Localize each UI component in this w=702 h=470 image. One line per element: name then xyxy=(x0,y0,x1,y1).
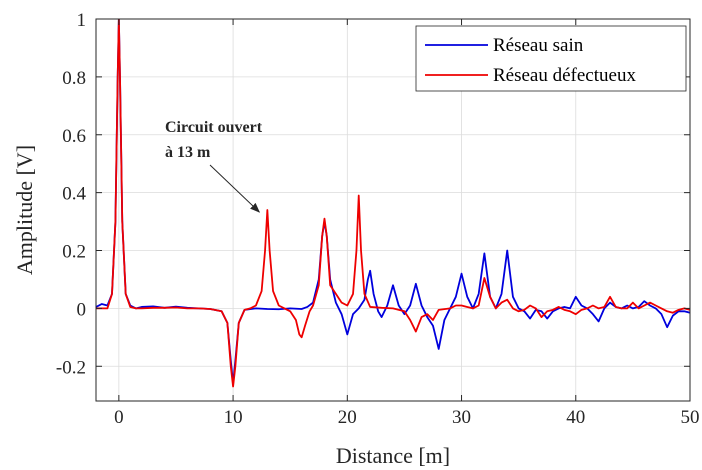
annotation-line-1: Circuit ouvert xyxy=(165,119,263,136)
axis-ticks: 0 10 20 30 40 50 -0.2 0 0.2 0.4 0.6 0.8 1 xyxy=(56,10,700,428)
annotation: Circuit ouvert à 13 m xyxy=(165,119,263,213)
annotation-arrow xyxy=(209,164,261,213)
plot-frame xyxy=(95,18,691,402)
x-axis-label: Distance [m] xyxy=(336,443,450,468)
y-axis-label: Amplitude [V] xyxy=(12,145,37,275)
x-tick-label: 30 xyxy=(452,407,471,428)
y-tick-label: 1 xyxy=(77,10,87,31)
x-tick-label: 50 xyxy=(681,407,700,428)
legend-label-reseau-sain: Réseau sain xyxy=(493,35,584,56)
legend-box xyxy=(415,25,687,92)
y-tick-label: 0.8 xyxy=(62,68,86,89)
series-layer xyxy=(96,19,690,388)
annotation-line-2: à 13 m xyxy=(165,144,211,161)
legend: Réseau sain Réseau défectueux xyxy=(415,25,687,92)
x-tick-label: 20 xyxy=(338,407,357,428)
y-tick-label: 0.2 xyxy=(62,242,86,263)
x-tick-label: 10 xyxy=(224,407,243,428)
y-tick-label: 0 xyxy=(77,299,87,320)
x-tick-label: 0 xyxy=(114,407,124,428)
series-line-1 xyxy=(96,19,690,388)
y-tick-label: 0.4 xyxy=(62,184,86,205)
y-tick-label: -0.2 xyxy=(56,357,86,378)
x-tick-label: 40 xyxy=(566,407,585,428)
y-tick-label: 0.6 xyxy=(62,126,86,147)
legend-label-reseau-defectueux: Réseau défectueux xyxy=(493,65,636,86)
